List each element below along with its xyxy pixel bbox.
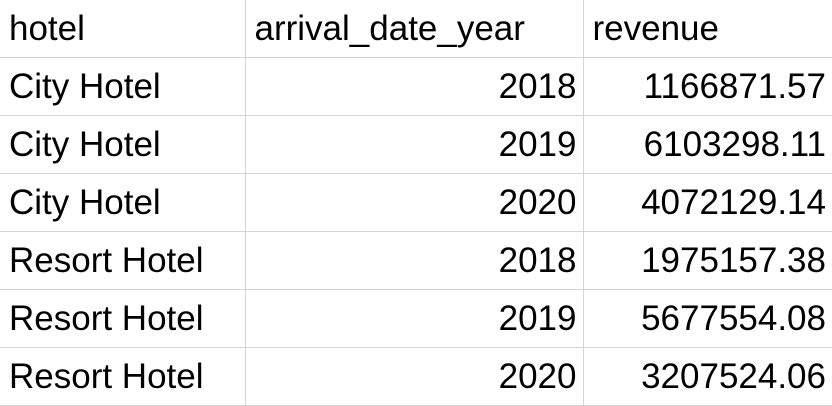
cell-revenue[interactable]: 4072129.14 (583, 173, 832, 232)
cell-revenue[interactable]: 1166871.57 (583, 57, 832, 116)
cell-arrival-date-year[interactable]: 2020 (245, 347, 584, 406)
cell-arrival-date-year[interactable]: 2019 (245, 289, 584, 348)
header-row: hotel arrival_date_year revenue (0, 0, 832, 58)
header-cell-arrival-date-year[interactable]: arrival_date_year (245, 0, 584, 58)
table-row: City Hotel 2020 4072129.14 (0, 173, 832, 232)
cell-arrival-date-year[interactable]: 2018 (245, 231, 584, 290)
cell-revenue[interactable]: 3207524.06 (583, 347, 832, 406)
header-cell-revenue[interactable]: revenue (583, 0, 832, 58)
cell-revenue[interactable]: 1975157.38 (583, 231, 832, 290)
cell-hotel[interactable]: City Hotel (0, 57, 246, 116)
cell-arrival-date-year[interactable]: 2020 (245, 173, 584, 232)
header-cell-hotel[interactable]: hotel (0, 0, 246, 58)
cell-revenue[interactable]: 6103298.11 (583, 115, 832, 174)
cell-hotel[interactable]: Resort Hotel (0, 347, 246, 406)
cell-hotel[interactable]: Resort Hotel (0, 231, 246, 290)
cell-hotel[interactable]: City Hotel (0, 173, 246, 232)
table-row: City Hotel 2018 1166871.57 (0, 57, 832, 116)
cell-revenue[interactable]: 5677554.08 (583, 289, 832, 348)
table-row: Resort Hotel 2018 1975157.38 (0, 231, 832, 290)
cell-arrival-date-year[interactable]: 2019 (245, 115, 584, 174)
table-row: City Hotel 2019 6103298.11 (0, 115, 832, 174)
cell-hotel[interactable]: Resort Hotel (0, 289, 246, 348)
table-row: Resort Hotel 2020 3207524.06 (0, 347, 832, 406)
table-row: Resort Hotel 2019 5677554.08 (0, 289, 832, 348)
cell-arrival-date-year[interactable]: 2018 (245, 57, 584, 116)
cell-hotel[interactable]: City Hotel (0, 115, 246, 174)
